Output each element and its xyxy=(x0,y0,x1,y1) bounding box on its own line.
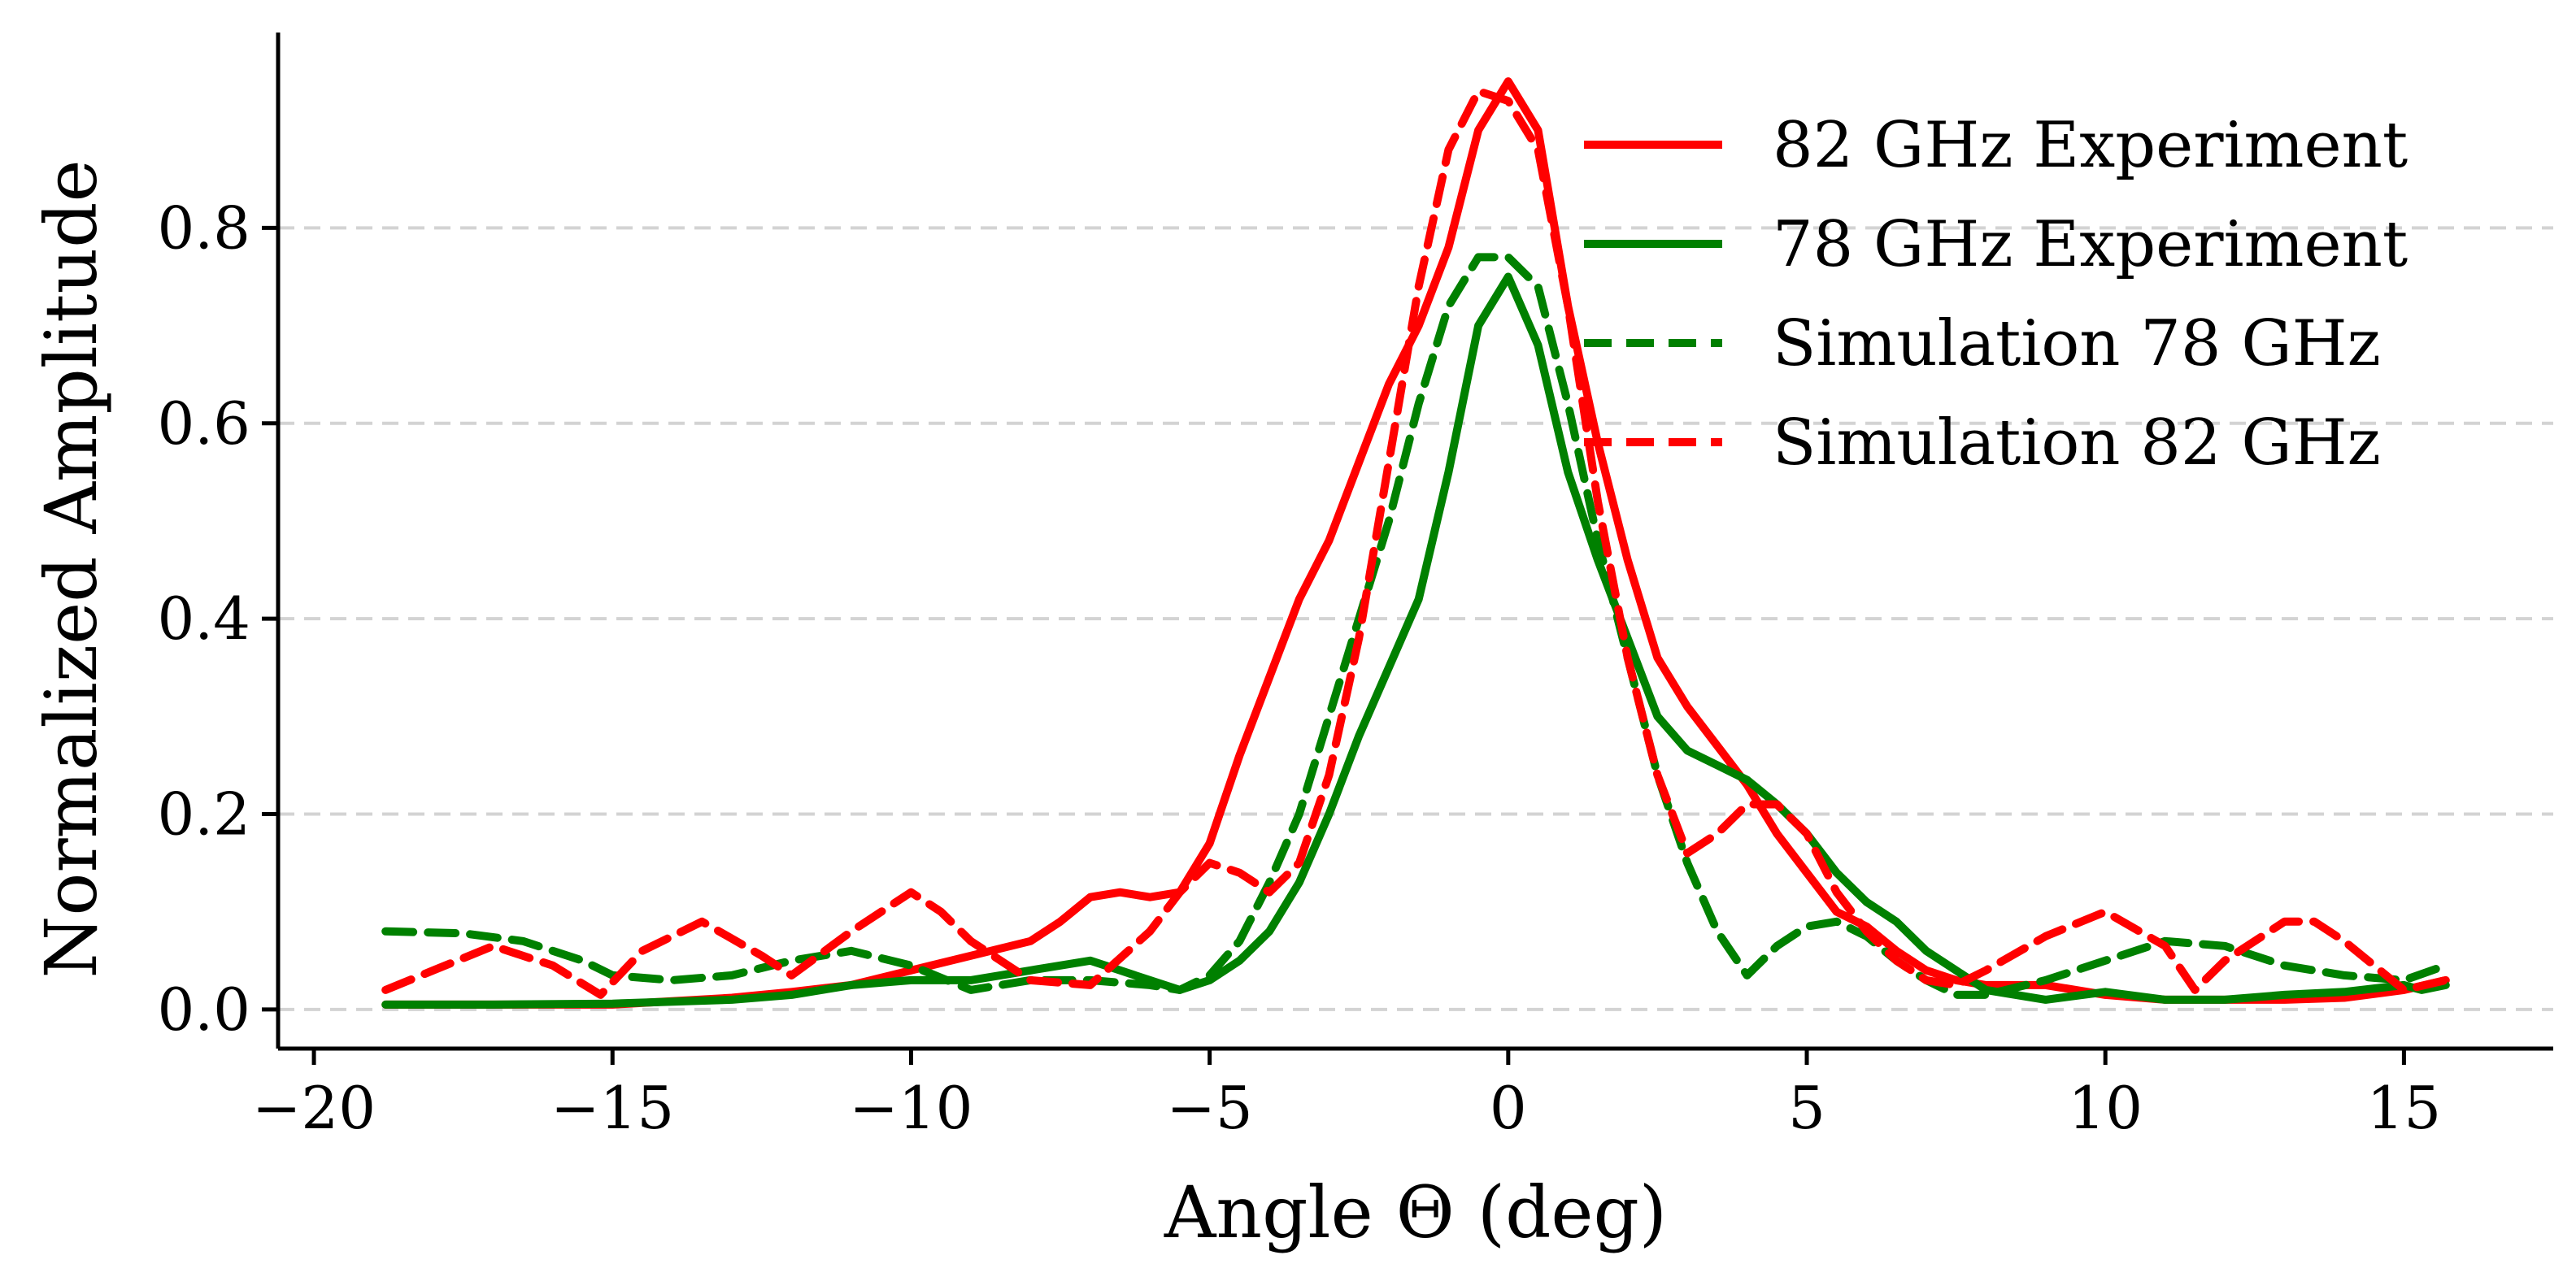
x-axis-label: Angle Θ (deg) xyxy=(1164,1171,1667,1254)
x-axis-ticks: −20 −15 −10 −5 0 5 10 15 xyxy=(252,1049,2441,1142)
grid-lines xyxy=(278,226,2553,1011)
x-tick-label: −20 xyxy=(252,1074,376,1142)
series-line-82-ghz-experiment xyxy=(381,77,2450,1009)
y-tick-label: 0.0 xyxy=(157,975,250,1044)
x-tick-label: 15 xyxy=(2367,1074,2442,1142)
legend-label: 78 GHz Experiment xyxy=(1773,208,2408,281)
y-tick-label: 0.2 xyxy=(157,780,250,849)
y-tick-label: 0.8 xyxy=(157,193,250,262)
legend-label: Simulation 82 GHz xyxy=(1773,406,2381,480)
x-tick-label: 0 xyxy=(1490,1074,1527,1142)
y-axis-ticks: 0.0 0.2 0.4 0.6 0.8 xyxy=(157,193,278,1044)
series-line-78-ghz-experiment xyxy=(381,272,2450,1009)
y-axis-label: Normalized Amplitude xyxy=(29,159,113,978)
legend-label: Simulation 78 GHz xyxy=(1773,307,2381,380)
x-tick-label: −10 xyxy=(849,1074,973,1142)
series-line-simulation-82-ghz xyxy=(381,87,2450,999)
x-tick-label: 5 xyxy=(1788,1074,1825,1142)
legend-label: 82 GHz Experiment xyxy=(1773,109,2408,182)
series-lines xyxy=(381,77,2450,1009)
y-tick-label: 0.6 xyxy=(157,389,250,458)
x-tick-label: −15 xyxy=(550,1074,674,1142)
series-line-simulation-78-ghz xyxy=(381,253,2450,999)
legend: 82 GHz Experiment 78 GHz Experiment Simula… xyxy=(1584,109,2408,480)
x-tick-label: −5 xyxy=(1167,1074,1253,1142)
x-tick-label: 10 xyxy=(2068,1074,2143,1142)
y-tick-label: 0.4 xyxy=(157,584,250,653)
